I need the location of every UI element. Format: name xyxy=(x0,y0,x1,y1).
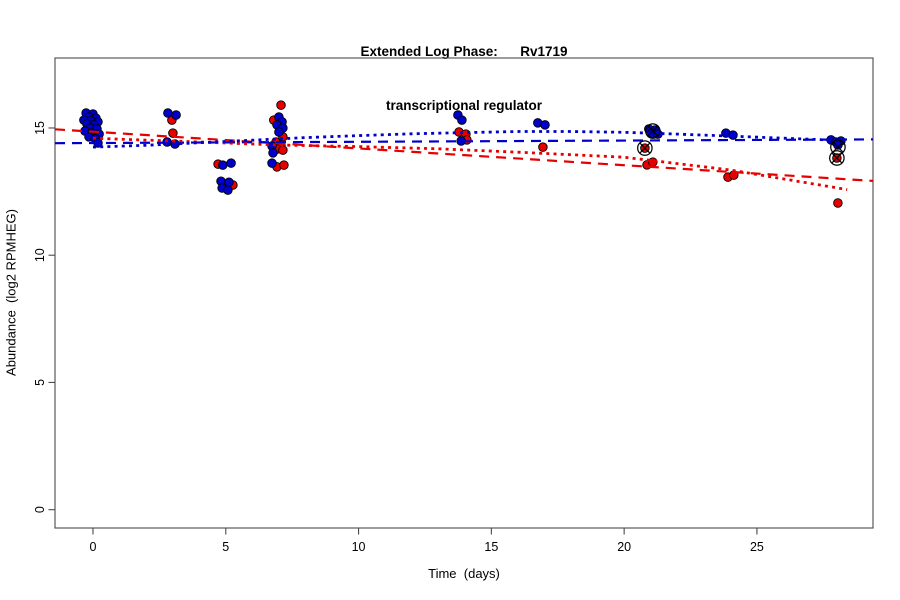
blue-data-point xyxy=(833,140,843,150)
outlier-cross-line xyxy=(831,152,843,164)
blue-smooth-trend-line xyxy=(92,130,848,149)
y-tick-label: 10 xyxy=(33,248,47,262)
y-tick-label: 5 xyxy=(33,379,47,386)
y-axis-title: Abundance (log2 RPMHEG) xyxy=(3,209,19,376)
red-data-point xyxy=(278,145,288,155)
outlier-circle-x-icon xyxy=(637,140,653,156)
red-linear-trend-line xyxy=(54,128,874,182)
outlier-cross-line xyxy=(639,142,651,154)
blue-data-point xyxy=(224,177,234,187)
red-data-point xyxy=(538,142,548,152)
red-data-point xyxy=(168,128,178,138)
outlier-circle-x-icon xyxy=(829,150,845,166)
x-tick-label: 5 xyxy=(222,540,229,554)
outlier-circle xyxy=(645,123,661,139)
outlier-circle xyxy=(637,140,653,156)
outlier-circle xyxy=(830,139,846,155)
red-data-point xyxy=(833,198,843,208)
blue-data-point xyxy=(223,185,233,195)
blue-data-point xyxy=(540,120,550,130)
chart-title-line2: transcriptional regulator xyxy=(385,98,543,113)
outlier-circle xyxy=(829,150,845,166)
chart-title-line1: Extended Log Phase: Rv1719 xyxy=(360,44,568,59)
chart-title: Extended Log Phase: Rv1719 transcription… xyxy=(14,7,900,151)
y-tick-label: 15 xyxy=(33,121,47,135)
outlier-cross-line xyxy=(832,141,844,153)
x-tick-label: 15 xyxy=(484,540,498,554)
blue-data-point xyxy=(457,115,467,125)
x-tick-label: 0 xyxy=(90,540,97,554)
red-smooth-trend-line xyxy=(92,136,848,191)
blue-data-point xyxy=(226,158,236,168)
blue-linear-trend-line xyxy=(54,138,874,145)
blue-data-point xyxy=(163,108,173,118)
outlier-cross-line xyxy=(647,125,659,137)
red-data-point xyxy=(276,100,286,110)
x-tick-label: 25 xyxy=(750,540,764,554)
x-tick-label: 10 xyxy=(352,540,366,554)
y-tick-label: 0 xyxy=(33,506,47,513)
plot-border xyxy=(54,57,874,529)
blue-data-point xyxy=(274,127,284,137)
x-tick-label: 20 xyxy=(617,540,631,554)
blue-data-point xyxy=(171,110,181,120)
blue-data-point xyxy=(218,160,228,170)
outlier-circle-x-icon xyxy=(830,139,846,155)
outlier-circle-x-icon xyxy=(645,123,661,139)
blue-data-point xyxy=(267,158,277,168)
red-data-point xyxy=(279,160,289,170)
x-axis-title: Time (days) xyxy=(428,566,500,581)
blue-data-point xyxy=(268,148,278,158)
